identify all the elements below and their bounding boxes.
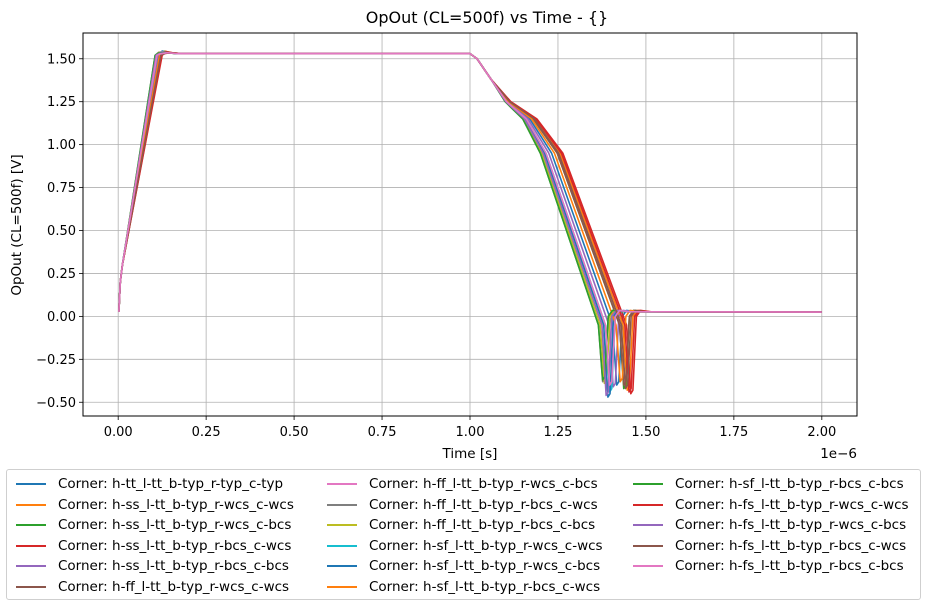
legend-item: Corner: h-ss_l-tt_b-typ_r-wcs_c-wcs: [16, 495, 294, 516]
legend-item: Corner: h-ff_l-tt_b-typ_r-wcs_c-wcs: [16, 577, 294, 598]
legend-label: Corner: h-tt_l-tt_b-typ_r-typ_c-typ: [58, 476, 284, 493]
legend-swatch: [327, 565, 357, 568]
legend-label: Corner: h-ff_l-tt_b-typ_r-bcs_c-bcs: [369, 517, 596, 534]
legend-label: Corner: h-ss_l-tt_b-typ_r-bcs_c-bcs: [58, 558, 289, 575]
legend-swatch: [633, 524, 663, 527]
legend-swatch: [633, 483, 663, 486]
legend-swatch: [633, 544, 663, 547]
y-axis-label: OpOut (CL=500f) [V]: [9, 154, 25, 295]
legend-label: Corner: h-sf_l-tt_b-typ_r-wcs_c-bcs: [369, 558, 601, 575]
legend-swatch: [16, 524, 46, 527]
chart-title: OpOut (CL=500f) vs Time - {}: [366, 8, 608, 27]
legend-swatch: [327, 524, 357, 527]
x-tick-label: 0.50: [280, 425, 309, 440]
legend-swatch: [327, 544, 357, 547]
legend-swatch: [327, 503, 357, 506]
x-tick-label: 2.00: [807, 425, 836, 440]
legend-column: Corner: h-tt_l-tt_b-typ_r-typ_c-typ Corne…: [16, 474, 294, 597]
legend-label: Corner: h-ss_l-tt_b-typ_r-bcs_c-wcs: [58, 537, 292, 554]
legend-item: Corner: h-ff_l-tt_b-typ_r-bcs_c-wcs: [327, 495, 603, 516]
legend-item: Corner: h-ss_l-tt_b-typ_r-bcs_c-wcs: [16, 536, 294, 557]
legend-swatch: [633, 565, 663, 568]
legend-swatch: [633, 503, 663, 506]
x-tick-label: 1.75: [719, 425, 748, 440]
x-axis-ticks: 0.00 0.25 0.50 0.75 1.00 1.25 1.50 1.75 2.00: [104, 416, 836, 440]
legend: Corner: h-tt_l-tt_b-typ_r-typ_c-typ Corne…: [6, 469, 921, 600]
y-tick-label: −0.25: [36, 353, 76, 368]
legend-label: Corner: h-sf_l-tt_b-typ_r-wcs_c-wcs: [369, 537, 603, 554]
legend-label: Corner: h-sf_l-tt_b-typ_r-bcs_c-bcs: [675, 476, 904, 493]
legend-swatch: [16, 565, 46, 568]
legend-label: Corner: h-fs_l-tt_b-typ_r-bcs_c-wcs: [675, 537, 907, 554]
x-tick-label: 1.00: [456, 425, 485, 440]
legend-swatch: [16, 483, 46, 486]
legend-item: Corner: h-ff_l-tt_b-typ_r-wcs_c-bcs: [327, 474, 603, 495]
legend-swatch: [327, 483, 357, 486]
y-tick-label: −0.50: [36, 396, 76, 411]
legend-swatch: [16, 585, 46, 588]
y-axis-ticks: −0.50 −0.25 0.00 0.25 0.50 0.75 1.00 1.25 1.50: [36, 52, 83, 411]
legend-label: Corner: h-sf_l-tt_b-typ_r-bcs_c-wcs: [369, 578, 601, 595]
legend-item: Corner: h-fs_l-tt_b-typ_r-wcs_c-wcs: [633, 495, 909, 516]
legend-swatch: [327, 585, 357, 588]
x-tick-label: 0.25: [192, 425, 221, 440]
y-tick-label: 0.50: [47, 224, 76, 239]
legend-label: Corner: h-ss_l-tt_b-typ_r-wcs_c-wcs: [58, 496, 294, 513]
legend-item: Corner: h-sf_l-tt_b-typ_r-wcs_c-bcs: [327, 556, 603, 577]
x-axis-label: Time [s]: [442, 446, 498, 462]
legend-swatch: [16, 544, 46, 547]
x-tick-label: 0.75: [368, 425, 397, 440]
legend-label: Corner: h-ff_l-tt_b-typ_r-wcs_c-wcs: [58, 578, 290, 595]
y-tick-label: 1.00: [47, 138, 76, 153]
legend-label: Corner: h-fs_l-tt_b-typ_r-wcs_c-wcs: [675, 496, 909, 513]
y-tick-label: 1.25: [47, 95, 76, 110]
legend-column: Corner: h-ff_l-tt_b-typ_r-wcs_c-bcs Corne…: [327, 474, 603, 597]
legend-label: Corner: h-ss_l-tt_b-typ_r-wcs_c-bcs: [58, 517, 292, 534]
legend-label: Corner: h-fs_l-tt_b-typ_r-bcs_c-bcs: [675, 558, 904, 575]
series-line: [118, 51, 822, 386]
legend-item: Corner: h-sf_l-tt_b-typ_r-wcs_c-wcs: [327, 536, 603, 557]
legend-label: Corner: h-ff_l-tt_b-typ_r-bcs_c-wcs: [369, 496, 598, 513]
legend-item: Corner: h-tt_l-tt_b-typ_r-typ_c-typ: [16, 474, 294, 495]
legend-item: Corner: h-fs_l-tt_b-typ_r-bcs_c-bcs: [633, 556, 909, 577]
x-axis-offset: 1e−6: [820, 446, 857, 462]
x-tick-label: 1.50: [631, 425, 660, 440]
legend-item: Corner: h-ss_l-tt_b-typ_r-wcs_c-bcs: [16, 515, 294, 536]
grid-lines: [83, 33, 857, 416]
legend-item: Corner: h-ss_l-tt_b-typ_r-bcs_c-bcs: [16, 556, 294, 577]
y-tick-label: 0.00: [47, 310, 76, 325]
y-tick-label: 1.50: [47, 52, 76, 67]
legend-item: Corner: h-ff_l-tt_b-typ_r-bcs_c-bcs: [327, 515, 603, 536]
legend-label: Corner: h-ff_l-tt_b-typ_r-wcs_c-bcs: [369, 476, 598, 493]
legend-item: Corner: h-sf_l-tt_b-typ_r-bcs_c-wcs: [327, 577, 603, 598]
legend-label: Corner: h-fs_l-tt_b-typ_r-wcs_c-bcs: [675, 517, 907, 534]
y-tick-label: 0.75: [47, 181, 76, 196]
x-tick-label: 1.25: [543, 425, 572, 440]
legend-item: Corner: h-fs_l-tt_b-typ_r-bcs_c-wcs: [633, 536, 909, 557]
legend-item: Corner: h-sf_l-tt_b-typ_r-bcs_c-bcs: [633, 474, 909, 495]
legend-item: Corner: h-fs_l-tt_b-typ_r-wcs_c-bcs: [633, 515, 909, 536]
x-tick-label: 0.00: [104, 425, 133, 440]
legend-column: Corner: h-sf_l-tt_b-typ_r-bcs_c-bcs Corne…: [633, 474, 909, 577]
y-tick-label: 0.25: [47, 267, 76, 282]
legend-swatch: [16, 503, 46, 506]
series-layer: [118, 50, 822, 398]
